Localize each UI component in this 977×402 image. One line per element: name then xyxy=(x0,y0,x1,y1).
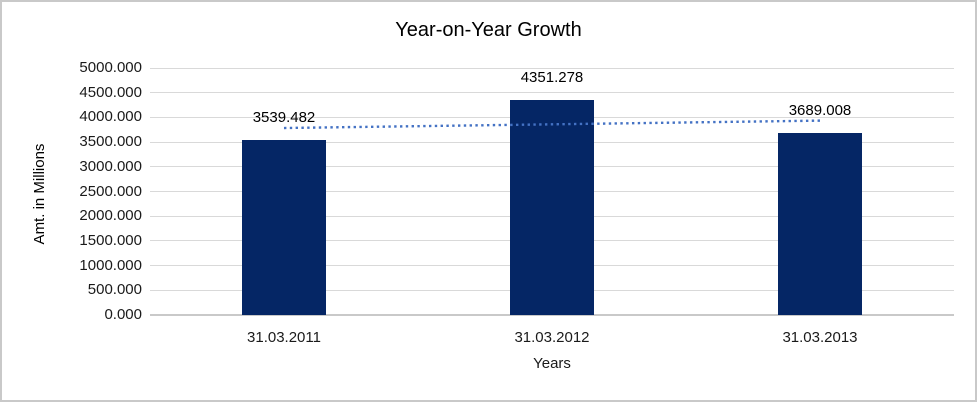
y-tick-label: 1000.000 xyxy=(79,256,142,274)
bar-data-label: 3689.008 xyxy=(788,101,852,119)
gridline xyxy=(150,92,954,94)
trendline xyxy=(283,119,821,130)
plot-area: 3539.482 4351.278 3689.008 xyxy=(150,67,954,316)
gridline xyxy=(150,67,954,69)
y-tick-label: 2000.000 xyxy=(79,207,142,225)
x-tick-label: 31.03.2013 xyxy=(782,329,858,346)
y-tick-label: 500.000 xyxy=(87,281,142,299)
bar-data-label: 4351.278 xyxy=(520,69,584,87)
y-tick-label: 5000.000 xyxy=(79,59,142,76)
y-tick-label: 3500.000 xyxy=(79,133,142,151)
chart-title: Year-on-Year Growth xyxy=(395,19,582,41)
y-tick-label: 0.000 xyxy=(104,306,142,323)
bar xyxy=(778,132,862,315)
y-tick-label: 3000.000 xyxy=(79,157,142,175)
y-tick-label: 1500.000 xyxy=(79,231,142,249)
x-tick-label: 31.03.2011 xyxy=(247,329,321,346)
y-tick-label: 4500.000 xyxy=(79,83,142,101)
x-tick-label: 31.03.2012 xyxy=(514,329,590,346)
bar xyxy=(510,100,594,315)
y-tick-label: 2500.000 xyxy=(79,182,142,200)
bar xyxy=(242,140,326,315)
x-axis-line xyxy=(150,314,954,316)
y-tick-label: 4000.000 xyxy=(79,108,142,126)
bar-data-label: 3539.482 xyxy=(252,109,316,127)
x-axis-title: Years xyxy=(533,355,571,372)
